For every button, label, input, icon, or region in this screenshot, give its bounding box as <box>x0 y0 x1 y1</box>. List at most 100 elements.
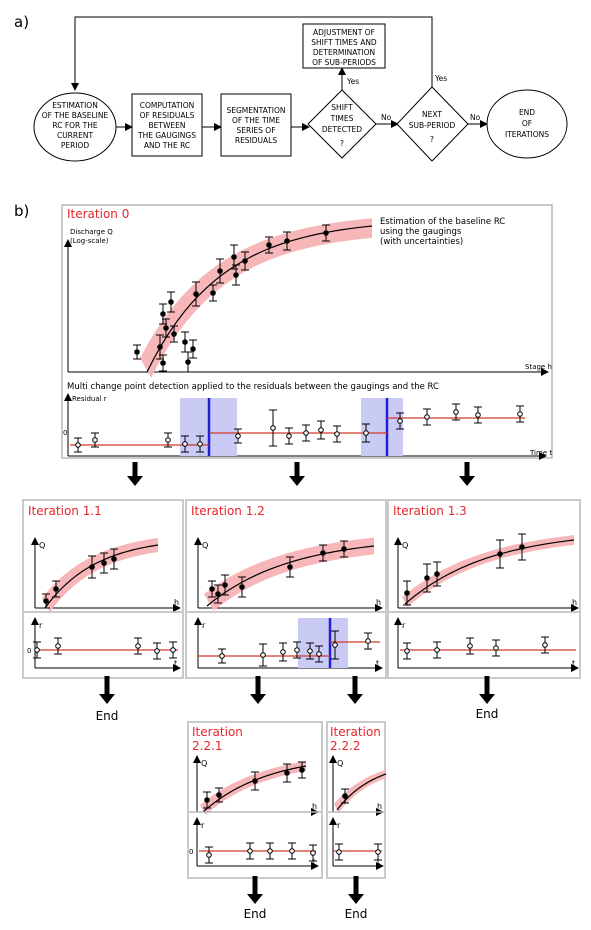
end-label-1-3: End <box>476 707 499 721</box>
iter0-residual-2 <box>165 437 171 443</box>
svg-text:OF SUB-PERIODS: OF SUB-PERIODS <box>312 58 376 67</box>
iter-1-1-uncertainty-band <box>42 538 158 612</box>
iter0-gauging-0 <box>134 349 140 355</box>
discharge-axis-label: Discharge Q <box>70 228 113 236</box>
yes-label-2: Yes <box>434 74 447 83</box>
iter0-gauging-9 <box>190 346 196 352</box>
annotation-line-1: Estimation of the baseline RC <box>380 217 505 227</box>
iter0-gauging-7 <box>182 339 188 345</box>
next-subperiod-decision <box>396 86 469 162</box>
iteration-1-2-title: Iteration 1.2 <box>191 504 265 518</box>
residuals-box <box>131 93 203 157</box>
adjustment-box-text: ADJUSTMENT OF SHIFT TIMES AND DETERMINAT… <box>311 28 377 67</box>
svg-text:PERIOD: PERIOD <box>61 141 90 150</box>
iter-1-3-rating-curve <box>404 539 575 605</box>
iter-2-2-1-residual-2 <box>267 848 273 854</box>
iter-1-2-residual-6 <box>332 642 338 648</box>
iter-1-1-r-label: r <box>39 621 43 630</box>
no-label-1: No <box>381 113 392 122</box>
iter0-residual-8 <box>303 430 309 436</box>
iter-1-2-gauging-3 <box>239 584 245 590</box>
iteration-2-2-2-title-line2: 2.2.2 <box>330 739 361 753</box>
iter-1-1-zero-label: 0 <box>27 647 31 655</box>
iter0-gauging-11 <box>210 290 216 296</box>
iter-1-2-t-label: t <box>376 659 379 668</box>
svg-text:?: ? <box>430 135 434 144</box>
arrow-end-1-1-head <box>99 694 115 704</box>
iter-2-2-1-h-label: h <box>312 802 317 811</box>
iter0-residual-3 <box>182 441 188 447</box>
iter-1-1-q-label: Q <box>39 541 45 550</box>
iter0-uncertainty-band <box>140 218 372 378</box>
iter0-gauging-8 <box>185 359 191 365</box>
iter-1-3-gauging-2 <box>434 571 440 577</box>
iter-1-2-residual-0 <box>219 653 225 659</box>
arrow-end-2-2-1-head <box>247 894 263 904</box>
residual-axis-label: Residual r <box>72 395 107 403</box>
annotation-line-3: (with uncertainties) <box>380 237 463 247</box>
iter-2-2-2-q-label: Q <box>337 759 343 768</box>
iter-1-2-uncertainty-band <box>204 537 374 611</box>
iter0-residual-14 <box>453 409 459 415</box>
iter0-gauging-12 <box>217 268 223 274</box>
iter-1-2-residual-1 <box>260 652 266 658</box>
iter0-residual-15 <box>475 412 481 418</box>
end-iterations-ellipse <box>486 89 568 159</box>
iter-2-2-2-residual-1 <box>375 849 381 855</box>
svg-text:SERIES OF: SERIES OF <box>236 126 275 135</box>
end-label-2-2-1: End <box>244 907 267 921</box>
arrow-to-iter-1-1-head <box>127 476 143 486</box>
iter-2-2-2-residual-0 <box>336 849 342 855</box>
log-scale-label: (Log-scale) <box>70 237 109 245</box>
iter-1-3-t-label: t <box>572 659 575 668</box>
iter-1-3-gauging-0 <box>404 590 410 596</box>
svg-text:OF THE TIME: OF THE TIME <box>232 116 280 125</box>
iter-1-1-residual-1 <box>55 643 61 649</box>
iter0-residual-0 <box>75 442 81 448</box>
iter0-residual-5 <box>235 433 241 439</box>
adjustment-box <box>302 23 386 69</box>
svg-text:NEXT: NEXT <box>422 110 442 119</box>
iter0-gauging-6 <box>171 331 177 337</box>
iter-1-2-residual-2 <box>280 649 286 655</box>
iter-2-2-1-gauging-3 <box>284 770 290 776</box>
iter-1-1-gauging-1 <box>53 586 59 592</box>
loop-back-arrow <box>71 16 433 91</box>
iteration-2-2-1-title-line2: 2.2.1 <box>192 739 223 753</box>
iter-1-3-q-label: Q <box>402 541 408 550</box>
iter0-residual-12 <box>397 418 403 424</box>
iter-1-2-residual-3 <box>294 647 300 653</box>
iter-1-2-gauging-6 <box>341 546 347 552</box>
part-b-label: b) <box>14 202 29 220</box>
iter0-gauging-16 <box>266 242 272 248</box>
svg-text:SHIFT TIMES AND: SHIFT TIMES AND <box>311 38 377 47</box>
iter-2-2-1-residual-1 <box>247 848 253 854</box>
iter-1-1-gauging-0 <box>43 598 49 604</box>
iter-1-2-h-label: h <box>376 598 381 607</box>
iter0-residual-4 <box>197 441 203 447</box>
iter-1-2-gauging-1 <box>215 591 221 597</box>
iter-1-1-gauging-3 <box>101 560 107 566</box>
svg-text:BETWEEN: BETWEEN <box>149 121 186 130</box>
iter-2-2-2-r-label: r <box>337 821 341 830</box>
iter-1-3-gauging-3 <box>497 551 503 557</box>
iter-2-2-1-residual-3 <box>289 848 295 854</box>
iter0-residual-7 <box>286 433 292 439</box>
iter-2-2-1-gauging-4 <box>299 767 305 773</box>
iter0-gauging-18 <box>323 230 329 236</box>
iter-2-2-1-uncertainty-band <box>200 761 306 815</box>
svg-text:COMPUTATION: COMPUTATION <box>140 101 194 110</box>
iteration-1-3-title: Iteration 1.3 <box>393 504 467 518</box>
svg-text:END: END <box>519 108 535 117</box>
svg-text:SUB-PERIOD: SUB-PERIOD <box>409 121 456 130</box>
annotation-line-2: using the gaugings <box>380 227 462 237</box>
iter0-residual-13 <box>424 414 430 420</box>
iter-1-1-gauging-4 <box>111 556 117 562</box>
iter0-residual-6 <box>270 425 276 431</box>
iter-2-2-1-gauging-0 <box>204 797 210 803</box>
iter-1-1-gauging-2 <box>89 564 95 570</box>
end-label-1-1: End <box>96 709 119 723</box>
iteration-2-2-2-title-line1: Iteration <box>330 725 381 739</box>
svg-text:OF THE BASELINE: OF THE BASELINE <box>42 111 109 120</box>
svg-text:SHIFT: SHIFT <box>331 103 353 112</box>
